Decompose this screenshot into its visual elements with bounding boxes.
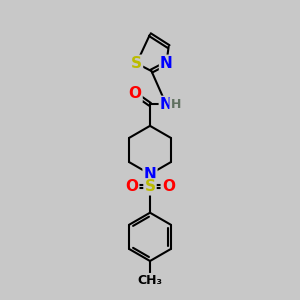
Text: S: S — [131, 56, 142, 71]
Text: S: S — [145, 179, 155, 194]
Text: O: O — [128, 86, 142, 101]
Text: N: N — [160, 97, 172, 112]
Text: O: O — [125, 179, 138, 194]
Text: O: O — [162, 179, 175, 194]
Text: H: H — [170, 98, 181, 111]
Text: N: N — [144, 167, 156, 182]
Text: N: N — [160, 56, 173, 71]
Text: CH₃: CH₃ — [137, 274, 163, 287]
